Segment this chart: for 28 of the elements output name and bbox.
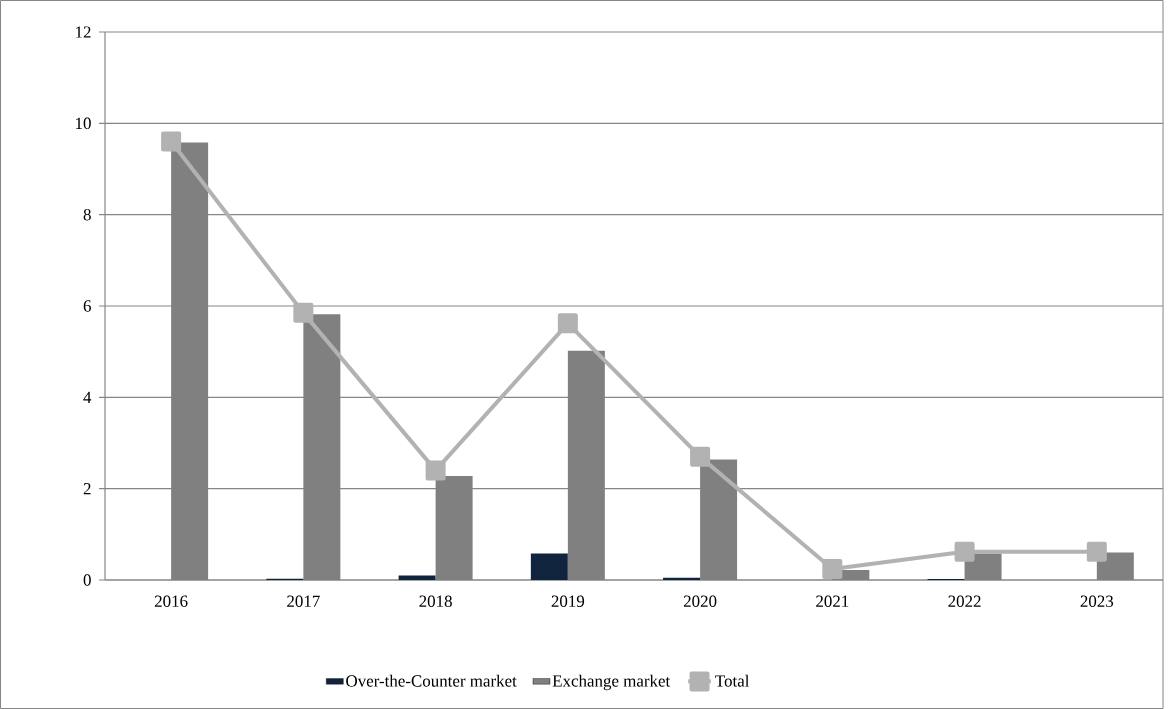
y-tick-label: 6	[83, 300, 91, 312]
y-tick-label: 8	[83, 208, 91, 221]
x-tick-label: 2021	[816, 595, 849, 607]
point	[557, 313, 578, 334]
y-tick-label: 12	[76, 26, 91, 38]
point	[954, 541, 975, 562]
x-tick-label: 2022	[948, 595, 981, 607]
y-tick-label: 2	[83, 483, 91, 495]
point	[293, 302, 314, 323]
x-tick-label: 2017	[287, 595, 320, 607]
point	[425, 460, 446, 481]
y-tick-label: 10	[76, 117, 91, 130]
x-tick-label: 2018	[419, 595, 452, 607]
x-tick-label: 2023	[1080, 595, 1114, 607]
x-tick-label: 2019	[551, 595, 585, 607]
legend-label: Total	[715, 674, 750, 687]
legend-label: Over-the-Counter market	[346, 674, 517, 687]
legend-label: Exchange market	[552, 674, 671, 691]
y-tick-label: 4	[83, 391, 92, 403]
bar	[530, 553, 568, 580]
point	[690, 446, 711, 467]
bar	[398, 575, 436, 580]
x-tick-label: 2020	[683, 595, 717, 607]
x-tick-label: 2016	[154, 595, 188, 607]
y-tick-label: 0	[83, 574, 91, 586]
point	[822, 559, 843, 580]
point	[1086, 541, 1107, 562]
point	[161, 131, 182, 152]
